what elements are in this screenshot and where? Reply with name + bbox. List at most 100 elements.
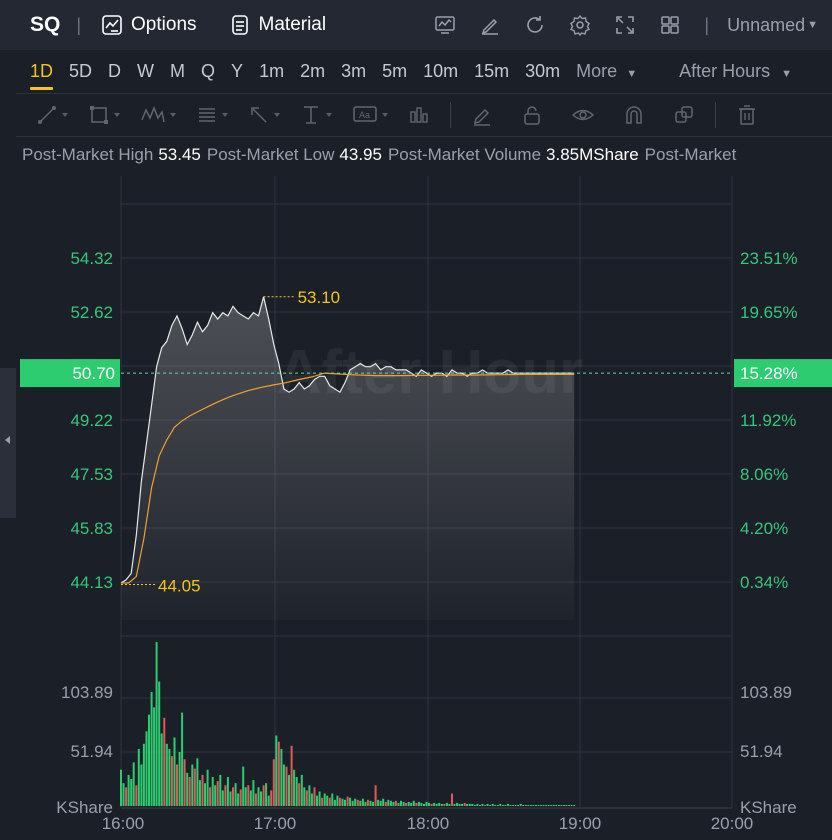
volume-bar xyxy=(540,805,543,806)
rectangle-tool-icon[interactable] xyxy=(88,104,120,126)
period-tab-1d[interactable]: 1D xyxy=(22,50,61,92)
magnet-icon[interactable] xyxy=(623,104,645,126)
period-tab-30m[interactable]: 30m xyxy=(525,61,561,81)
volume-bar xyxy=(310,793,313,806)
pattern-tool-icon[interactable] xyxy=(140,104,176,126)
period-more-dropdown[interactable]: More ▼ xyxy=(568,50,645,92)
price-axis-label-left: 44.13 xyxy=(70,573,113,592)
grid-layout-icon[interactable] xyxy=(658,13,682,37)
min-price-annotation: 44.05 xyxy=(158,577,201,596)
time-axis-label: 18:00 xyxy=(407,814,450,833)
eye-icon[interactable] xyxy=(571,104,595,126)
volume-bar xyxy=(402,801,405,807)
volume-bar xyxy=(560,805,563,806)
volume-bar xyxy=(293,769,296,806)
material-button[interactable]: Material xyxy=(229,14,327,36)
period-tab-w[interactable]: W xyxy=(137,61,155,81)
fullscreen-icon[interactable] xyxy=(613,13,637,37)
volume-bar xyxy=(127,774,130,806)
volume-bar xyxy=(341,798,344,806)
chevron-down-icon: ▼ xyxy=(807,19,818,31)
volume-bar xyxy=(150,691,153,806)
period-tab-5d[interactable]: 5D xyxy=(69,61,93,81)
volume-bar xyxy=(476,803,479,806)
volume-bar xyxy=(468,803,471,806)
volume-bar xyxy=(394,800,397,806)
period-tab-m[interactable]: M xyxy=(170,61,186,81)
percent-axis-label-right: 19.65% xyxy=(740,303,798,322)
period-tab-15m[interactable]: 15m xyxy=(474,61,510,81)
period-tab-3m[interactable]: 3m xyxy=(341,61,367,81)
period-tab-d[interactable]: D xyxy=(108,61,122,81)
refresh-icon[interactable] xyxy=(523,13,547,37)
post-market-high-label: Post-Market High xyxy=(22,145,154,164)
volume-bar xyxy=(494,805,497,806)
volume-bar xyxy=(142,743,145,807)
volume-bar xyxy=(535,805,537,806)
volume-bar xyxy=(524,805,527,806)
volume-bar xyxy=(356,799,359,806)
volume-bar xyxy=(346,796,349,806)
tool-divider xyxy=(450,102,451,128)
period-tab-10m[interactable]: 10m xyxy=(423,61,459,81)
edit-pen-icon[interactable] xyxy=(478,13,502,37)
volume-bar xyxy=(379,800,382,806)
session-selector[interactable]: After Hours ▼ xyxy=(679,50,792,92)
post-market-volume-label: Post-Market Volume xyxy=(387,145,542,164)
volume-bar xyxy=(557,805,560,806)
volume-unit-right: KShare xyxy=(740,798,797,817)
volume-bar xyxy=(288,774,290,806)
period-tab-y[interactable]: Y xyxy=(231,61,244,81)
measure-tool-icon[interactable] xyxy=(300,104,332,126)
volume-bar xyxy=(425,801,428,807)
volume-bar xyxy=(479,805,481,806)
indicator-tool-icon[interactable] xyxy=(408,104,430,126)
volume-bar xyxy=(135,785,138,807)
period-tab-5m[interactable]: 5m xyxy=(382,61,408,81)
volume-bar xyxy=(158,681,161,806)
volume-bar xyxy=(170,756,173,806)
volume-bar xyxy=(155,642,158,806)
period-tab-1m[interactable]: 1m xyxy=(259,61,285,81)
arrow-tool-icon[interactable] xyxy=(248,104,280,126)
volume-bar xyxy=(120,769,122,806)
annotation-tool-icon[interactable]: Aa xyxy=(352,104,388,126)
percent-axis-label-right: 8.06% xyxy=(740,465,788,484)
volume-bar xyxy=(188,777,191,807)
volume-bar xyxy=(410,802,413,806)
brush-tool-icon[interactable] xyxy=(471,104,493,126)
volume-bar xyxy=(532,805,535,806)
side-panel-toggle[interactable] xyxy=(0,368,16,518)
volume-bar xyxy=(448,803,451,806)
volume-bar xyxy=(407,801,410,807)
volume-bar xyxy=(453,803,456,806)
material-label: Material xyxy=(258,14,327,35)
options-chart-icon xyxy=(102,15,122,35)
volume-bar xyxy=(415,802,418,806)
options-button[interactable]: Options xyxy=(101,14,197,36)
ticker-symbol[interactable]: SQ xyxy=(30,13,61,36)
volume-bar xyxy=(473,805,476,806)
chart-monitor-icon[interactable] xyxy=(433,13,457,37)
line-tool-icon[interactable] xyxy=(36,104,68,126)
trash-icon[interactable] xyxy=(736,104,758,126)
volume-bar xyxy=(272,759,275,806)
volume-bar xyxy=(491,803,494,806)
lock-icon[interactable] xyxy=(521,104,543,126)
period-tab-q[interactable]: Q xyxy=(201,61,216,81)
copy-icon[interactable] xyxy=(673,104,695,126)
period-tab-2m[interactable]: 2m xyxy=(300,61,326,81)
percent-axis-label-right: 23.51% xyxy=(740,249,798,268)
volume-bar xyxy=(216,781,219,806)
volume-bar xyxy=(463,802,466,806)
settings-gear-icon[interactable] xyxy=(568,13,592,37)
layout-selector[interactable]: Unnamed ▼ xyxy=(727,15,818,36)
volume-bar xyxy=(514,805,517,806)
volume-bar xyxy=(351,800,354,806)
volume-bar xyxy=(132,762,135,806)
volume-bar xyxy=(486,803,489,806)
volume-bar xyxy=(481,803,484,806)
text-lines-tool-icon[interactable] xyxy=(196,104,228,126)
volume-bar xyxy=(181,712,184,806)
